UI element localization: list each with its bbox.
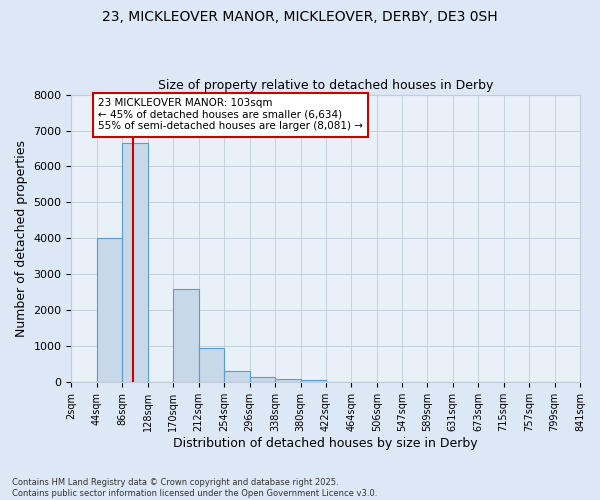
Bar (199, 348, 224, 382)
Bar (250, 377, 275, 382)
Text: Contains HM Land Registry data © Crown copyright and database right 2025.
Contai: Contains HM Land Registry data © Crown c… (12, 478, 377, 498)
Bar (97, 238, 122, 382)
X-axis label: Distribution of detached houses by size in Derby: Distribution of detached houses by size … (173, 437, 478, 450)
Y-axis label: Number of detached properties: Number of detached properties (15, 140, 28, 337)
Bar (275, 378, 301, 382)
Bar (301, 380, 326, 382)
Bar (122, 144, 148, 382)
Text: 23 MICKLEOVER MANOR: 103sqm
← 45% of detached houses are smaller (6,634)
55% of : 23 MICKLEOVER MANOR: 103sqm ← 45% of det… (98, 98, 363, 132)
Bar (224, 372, 250, 382)
Text: 23, MICKLEOVER MANOR, MICKLEOVER, DERBY, DE3 0SH: 23, MICKLEOVER MANOR, MICKLEOVER, DERBY,… (102, 10, 498, 24)
Title: Size of property relative to detached houses in Derby: Size of property relative to detached ho… (158, 79, 493, 92)
Bar (173, 288, 199, 382)
